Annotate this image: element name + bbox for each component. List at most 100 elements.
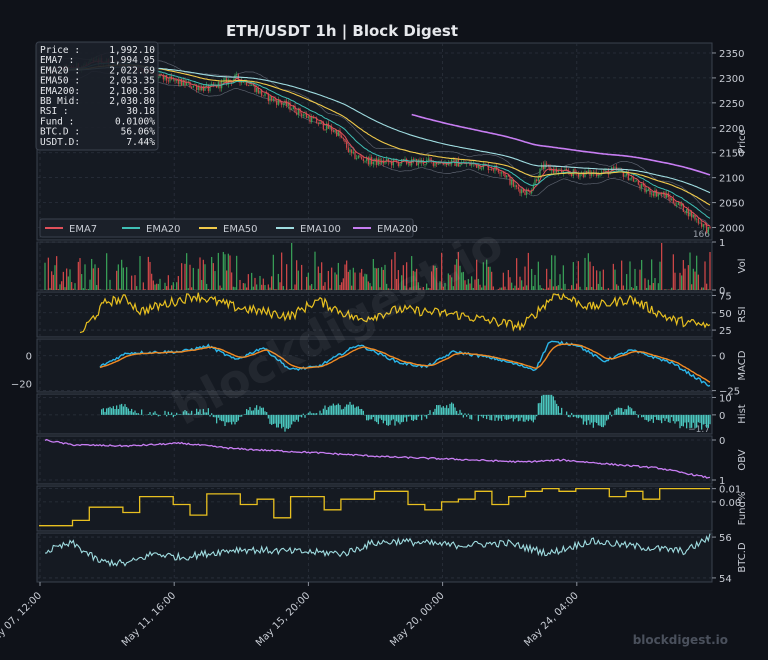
hist-bar	[319, 411, 320, 415]
volume-bar	[521, 280, 522, 290]
volume-bar	[229, 255, 230, 290]
candle-body	[694, 215, 695, 219]
hist-bar	[323, 409, 324, 415]
axis-label-macd: MACD	[737, 350, 748, 380]
hist-bar	[233, 415, 234, 422]
volume-bar	[544, 289, 545, 290]
volume-bar	[301, 265, 302, 290]
hist-bar	[368, 415, 369, 421]
hist-bar	[671, 415, 672, 417]
hist-bar	[301, 415, 302, 417]
volume-bar	[219, 286, 220, 290]
volume-bar	[251, 273, 252, 290]
hist-bar	[654, 415, 655, 417]
y-tick-label-rsi: 50	[719, 309, 732, 320]
hist-bar	[559, 413, 560, 415]
hist-bar	[273, 415, 274, 424]
candle-body	[263, 96, 264, 97]
volume-bar	[179, 289, 180, 290]
candle-body	[708, 227, 709, 232]
hist-bar	[408, 415, 409, 417]
volume-bar	[156, 284, 157, 290]
volume-bar	[51, 271, 52, 290]
candle-body	[198, 87, 199, 90]
hist-bar	[589, 415, 590, 425]
panel-macd	[37, 339, 712, 392]
hist-bar	[571, 413, 572, 415]
hist-bar	[579, 415, 580, 418]
hist-bar	[239, 415, 240, 417]
panel-btcd	[37, 533, 712, 582]
hist-bar	[703, 415, 704, 425]
volume-bar	[531, 269, 532, 290]
volume-bar	[306, 277, 307, 290]
volume-bar	[586, 287, 587, 290]
volume-bar	[696, 256, 697, 290]
candle-body	[324, 129, 325, 130]
candle-body	[359, 156, 360, 157]
volume-bar	[56, 256, 57, 290]
volume-bar	[633, 288, 634, 290]
hist-bar	[539, 403, 540, 415]
hist-bar	[141, 410, 142, 415]
volume-bar	[349, 270, 350, 290]
candle-body	[604, 169, 605, 171]
volume-bar	[648, 280, 649, 290]
volume-bar	[176, 282, 177, 290]
hist-bar	[314, 413, 315, 415]
candle-body	[511, 180, 512, 185]
hist-bar	[311, 413, 312, 415]
volume-bar	[93, 268, 94, 290]
hist-bar	[264, 411, 265, 415]
hist-bar	[158, 415, 159, 417]
candle-body	[259, 90, 260, 93]
hist-bar	[681, 415, 682, 426]
volume-bar	[678, 289, 679, 290]
hist-bar	[371, 415, 372, 419]
axis-label-rsi: RSI	[737, 306, 748, 322]
volume-bar	[671, 288, 672, 290]
volume-bar	[268, 284, 269, 290]
hist-bar	[533, 415, 534, 422]
hist-bar	[249, 407, 250, 415]
volume-bar	[186, 253, 187, 290]
candle-body	[516, 185, 517, 187]
volume-bar	[163, 289, 164, 290]
candle-body	[209, 85, 210, 91]
hist-bar	[459, 410, 460, 415]
volume-bar	[198, 269, 199, 290]
volume-bar	[121, 260, 122, 290]
info-value: 7.44%	[126, 137, 155, 148]
hist-bar	[148, 414, 149, 415]
hist-bar	[263, 408, 264, 415]
hist-bar	[558, 406, 559, 415]
candle-body	[704, 224, 705, 225]
candle-body	[491, 169, 492, 170]
volume-bar	[621, 261, 622, 290]
volume-bar	[539, 285, 540, 290]
candle-body	[333, 131, 334, 132]
candle-body	[344, 139, 345, 142]
volume-bar	[339, 285, 340, 290]
volume-bar	[634, 269, 635, 290]
y-tick-label-hist: 10	[719, 393, 732, 404]
volume-bar	[209, 289, 210, 290]
hist-bar	[123, 406, 124, 414]
volume-bar	[523, 287, 524, 290]
candle-body	[523, 189, 524, 192]
hist-bar	[629, 407, 630, 415]
hist-bar	[584, 415, 585, 422]
volume-bar	[184, 264, 185, 290]
hist-bar	[413, 415, 414, 421]
hist-bar	[151, 415, 152, 416]
candle-body	[414, 159, 415, 160]
volume-bar	[558, 285, 559, 290]
hist-bar	[238, 415, 239, 421]
hist-bar	[574, 415, 575, 417]
volume-bar	[608, 288, 609, 290]
hist-bar	[664, 415, 665, 421]
hist-bar	[618, 408, 619, 415]
volume-bar	[519, 277, 520, 290]
volume-bar	[173, 282, 174, 290]
candle-body	[481, 169, 482, 170]
